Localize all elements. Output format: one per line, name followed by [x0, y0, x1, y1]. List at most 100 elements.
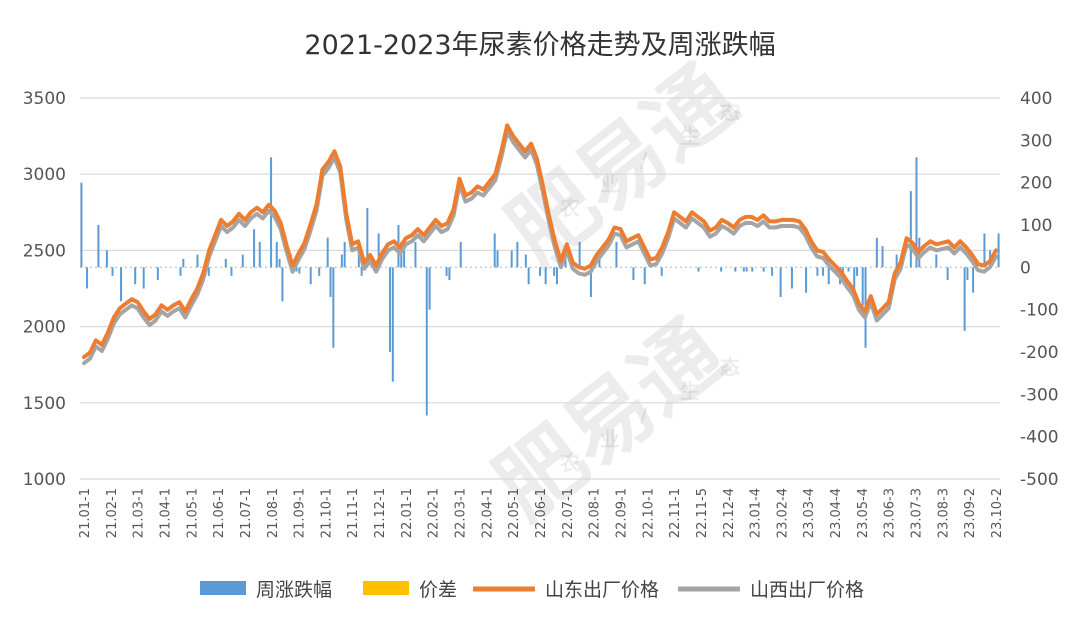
weekly-change-bar: [909, 191, 912, 268]
weekly-change-bar: [660, 267, 663, 276]
weekly-change-bar: [332, 267, 335, 348]
weekly-change-bar: [751, 267, 754, 272]
weekly-change-bar: [539, 267, 541, 276]
x-tick-label: 23.02-4: [775, 488, 790, 538]
watermark-sub-char: 业: [600, 172, 620, 196]
right-tick-label: 0: [1020, 258, 1031, 278]
weekly-change-bar: [632, 267, 635, 281]
legend-swatch: [363, 581, 409, 595]
watermark-sub-bottom: 农业 / 生态: [559, 355, 740, 475]
x-tick-label: 23.03-4: [802, 488, 817, 538]
weekly-change-bar: [230, 267, 233, 276]
right-tick-label: -100: [1020, 301, 1059, 321]
legend-label: 山东出厂价格: [545, 579, 659, 601]
watermark-brand-top: 肥易通: [490, 47, 755, 285]
chart-legend: 周涨跌幅 价差 山东出厂价格 山西出厂价格: [200, 579, 864, 601]
watermark-sub-char: 农: [559, 196, 580, 220]
x-tick-label: 23.07-3: [910, 488, 925, 538]
weekly-change-bar: [553, 267, 556, 276]
watermark-sub-char: 态: [720, 355, 740, 379]
weekly-change-bar: [414, 241, 417, 268]
weekly-change-bar: [275, 241, 278, 268]
weekly-change-bar: [720, 267, 723, 272]
weekly-change-bar: [790, 267, 793, 289]
x-tick-label: 22.03-1: [454, 488, 469, 538]
legend-swatch: [200, 581, 246, 595]
weekly-change-bar: [966, 267, 969, 281]
weekly-change-bar: [142, 267, 145, 289]
weekly-change-bar: [745, 267, 748, 272]
weekly-change-bar: [510, 250, 513, 268]
weekly-change-bar: [80, 182, 83, 268]
watermark-layer: 肥易通 肥易通 农业/生态 农业/生态: [477, 47, 754, 539]
weekly-change-bar: [360, 267, 363, 276]
x-tick-label: 21.11-1: [346, 488, 361, 538]
weekly-change-bar: [578, 241, 581, 268]
x-tick-label: 23.01-4: [749, 488, 764, 538]
weekly-change-bar: [196, 254, 199, 268]
weekly-change-bar: [388, 267, 391, 352]
weekly-change-bar: [428, 267, 431, 310]
weekly-change-bar: [459, 241, 462, 268]
watermark-sub-char: 农: [559, 451, 580, 475]
x-tick-label: 21.12-1: [373, 488, 388, 538]
weekly-change-bar: [445, 267, 448, 276]
x-tick-label: 21.01-1: [78, 488, 93, 538]
right-axis-ticks: -500 -400 -300 -200 -100 0 100 200 300 400: [1020, 89, 1059, 490]
weekly-change-bar: [643, 267, 646, 285]
x-tick-label: 23.04-4: [829, 488, 844, 538]
weekly-change-bar: [309, 267, 312, 285]
weekly-change-bar: [366, 208, 369, 268]
right-tick-label: 400: [1020, 89, 1052, 109]
x-tick-label: 22.10-1: [641, 488, 656, 538]
x-tick-label: 21.09-1: [293, 488, 308, 538]
x-tick-label: 22.09-1: [614, 488, 629, 538]
weekly-change-bar: [589, 267, 592, 297]
x-tick-label: 21.05-1: [185, 488, 200, 538]
x-tick-label: 23.08-3: [936, 488, 951, 538]
weekly-change-bar: [156, 267, 159, 281]
weekly-change-bar: [182, 258, 185, 268]
weekly-change-bar: [762, 267, 765, 272]
weekly-change-bar: [564, 254, 567, 268]
watermark-sub-char: 业: [600, 427, 620, 451]
left-tick-label: 2500: [23, 241, 66, 261]
x-tick-label: 21.04-1: [158, 488, 173, 538]
weekly-change-bar: [278, 258, 281, 268]
weekly-change-bar: [120, 267, 123, 302]
weekly-change-bar: [516, 241, 519, 268]
weekly-change-bar: [816, 267, 819, 276]
weekly-change-bar: [207, 267, 210, 276]
weekly-change-bar: [853, 267, 856, 293]
weekly-change-bar: [298, 267, 301, 274]
weekly-change-bar: [779, 267, 782, 297]
weekly-change-bar: [253, 229, 256, 268]
x-tick-label: 21.02-1: [105, 488, 120, 538]
weekly-change-bar: [425, 267, 428, 416]
weekly-change-bar: [391, 267, 394, 382]
weekly-change-bar: [544, 267, 547, 285]
weekly-change-bar: [697, 267, 700, 272]
right-tick-label: 100: [1020, 216, 1052, 236]
legend-label: 周涨跌幅: [256, 579, 332, 601]
weekly-change-bar: [343, 241, 346, 268]
weekly-change-bar: [496, 250, 499, 268]
chart-title: 2021-2023年尿素价格走势及周涨跌幅: [304, 30, 775, 61]
right-tick-label: -200: [1020, 343, 1059, 363]
weekly-change-bar: [179, 267, 182, 276]
x-tick-label: 22.11-1: [668, 488, 683, 538]
weekly-change-bar: [111, 267, 114, 276]
x-tick-label: 21.10-1: [319, 488, 334, 538]
weekly-change-bar: [598, 258, 601, 268]
weekly-change-bar: [340, 254, 343, 268]
right-tick-label: -500: [1020, 470, 1059, 490]
weekly-change-bar: [326, 237, 329, 268]
x-tick-label: 22.12-4: [722, 488, 737, 538]
weekly-change-bar: [258, 241, 261, 268]
weekly-change-bar: [524, 254, 527, 268]
left-tick-label: 2000: [23, 318, 66, 338]
weekly-change-bar: [281, 267, 284, 302]
weekly-change-bar: [875, 237, 878, 268]
